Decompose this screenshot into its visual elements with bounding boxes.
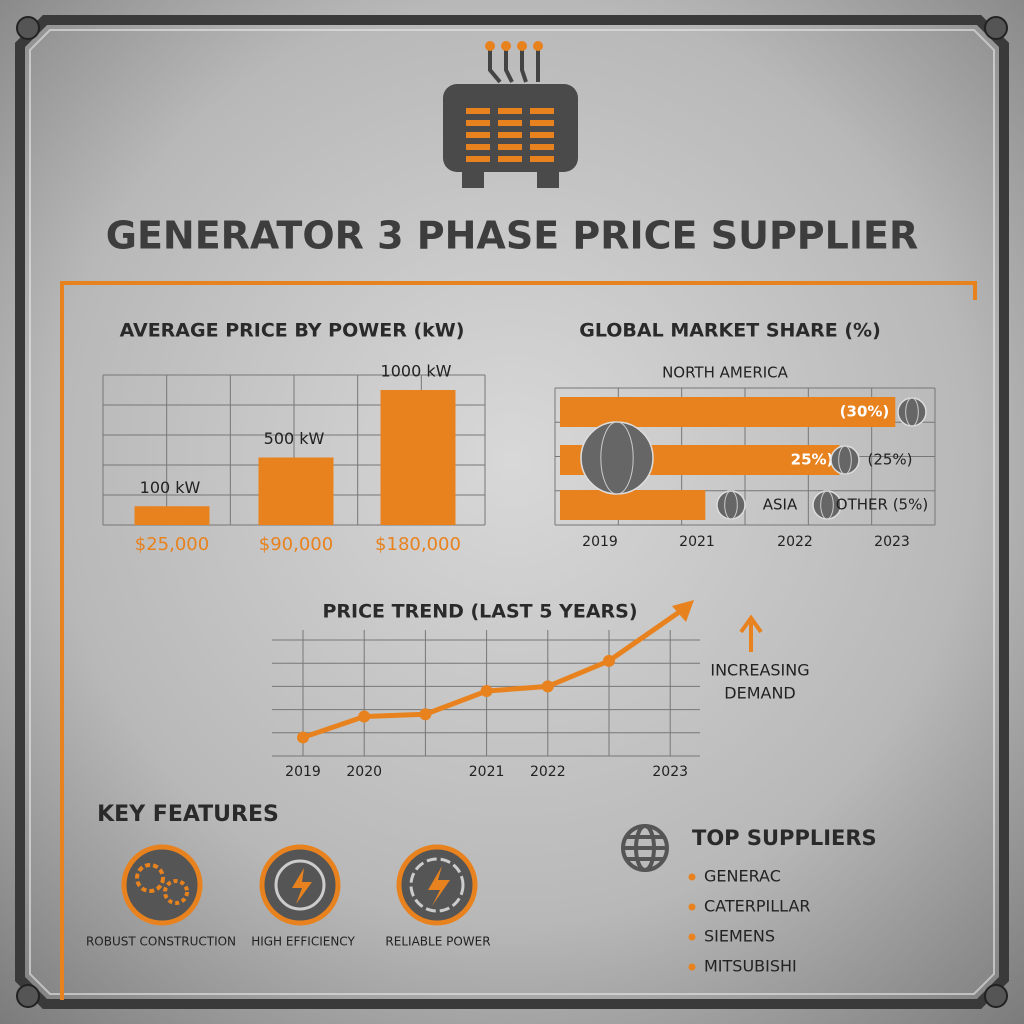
demand-arrow <box>739 614 763 652</box>
frame-highlight <box>29 29 995 995</box>
globe-icon <box>621 824 669 872</box>
screws <box>16 16 1008 1008</box>
x-tick-label: 2021 <box>679 534 715 550</box>
annotation: OTHER (5%) <box>836 496 928 514</box>
value-label: $25,000 <box>135 534 209 555</box>
trend-line <box>302 658 610 740</box>
globe-icon <box>838 445 852 475</box>
x-tick-label: 2019 <box>285 764 321 780</box>
annotation: INCREASING <box>710 661 809 680</box>
category-label: ASIA <box>763 496 798 514</box>
trend-arrow <box>607 605 687 663</box>
x-tick-label: 2022 <box>777 534 813 550</box>
section-title: KEY FEATURES <box>97 802 279 827</box>
globe-icon <box>724 490 738 520</box>
chart-title: PRICE TREND (LAST 5 YEARS) <box>322 601 637 623</box>
feature-label: ROBUST CONSTRUCTION <box>86 935 236 949</box>
globe-icon <box>580 421 654 495</box>
bullet <box>688 963 696 971</box>
x-tick-label: 2021 <box>469 764 505 780</box>
bar <box>134 506 210 525</box>
chart-title: AVERAGE PRICE BY POWER (kW) <box>120 320 465 342</box>
globe-icon <box>820 490 834 520</box>
x-tick-label: 2023 <box>652 764 688 780</box>
bar <box>560 490 706 520</box>
supplier: SIEMENS <box>704 927 775 946</box>
trend-arrowhead <box>672 600 694 622</box>
feature-label: HIGH EFFICIENCY <box>251 935 355 949</box>
bullet <box>688 873 696 881</box>
trend-point <box>297 731 309 744</box>
trend-point <box>480 685 493 698</box>
x-tick-label: 2023 <box>874 534 910 550</box>
value-label: $180,000 <box>375 534 461 555</box>
bar <box>258 457 334 525</box>
supplier: CATERPILLAR <box>704 897 811 916</box>
trend-point <box>541 680 554 693</box>
bar <box>380 390 456 525</box>
globe-icon <box>600 421 634 495</box>
value-label: 25%) <box>791 451 834 469</box>
trend-point <box>358 710 371 723</box>
annotation: DEMAND <box>724 684 795 703</box>
category-label: 500 kW <box>264 429 325 448</box>
globe-icon <box>905 397 919 427</box>
x-tick-label: 2019 <box>582 534 618 550</box>
value-label: $90,000 <box>259 534 333 555</box>
bullet <box>688 903 696 911</box>
feature-icons <box>121 844 478 926</box>
category-label: NORTH AMERICA <box>662 364 789 382</box>
category-label: 1000 kW <box>381 362 452 381</box>
globe-icon <box>716 490 746 520</box>
section-title: TOP SUPPLIERS <box>692 826 877 850</box>
globe-icon <box>830 445 860 475</box>
annotation: (25%) <box>867 451 912 469</box>
supplier: MITSUBISHI <box>704 957 797 976</box>
main-title: GENERATOR 3 PHASE PRICE SUPPLIER <box>106 214 918 258</box>
bullet <box>688 933 696 941</box>
chart-title: GLOBAL MARKET SHARE (%) <box>579 320 881 342</box>
value-label: (30%) <box>840 403 890 421</box>
accent-line <box>60 281 977 1000</box>
feature-label: RELIABLE POWER <box>385 935 490 949</box>
supplier: GENERAC <box>704 867 781 886</box>
x-tick-label: 2020 <box>346 764 382 780</box>
globe-icon <box>897 397 927 427</box>
x-tick-label: 2022 <box>530 764 566 780</box>
trend-point <box>419 708 432 721</box>
category-label: 100 kW <box>140 478 201 497</box>
generator-icon <box>443 41 578 188</box>
